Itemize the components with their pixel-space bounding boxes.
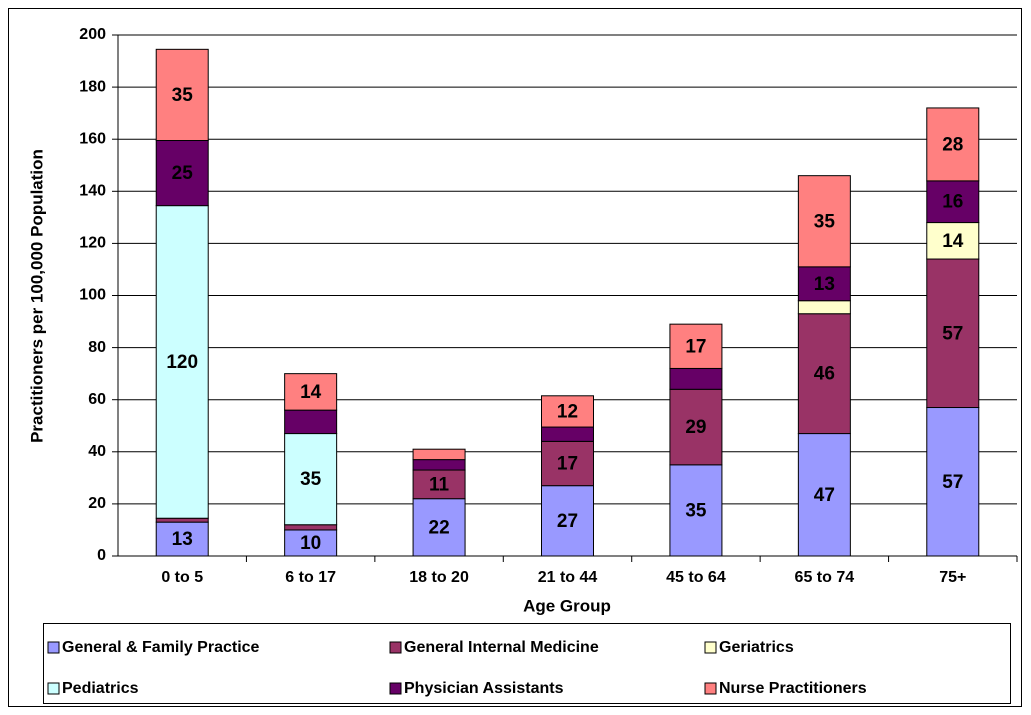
data-label: 14	[300, 382, 322, 403]
bar-segment	[541, 440, 594, 487]
y-tick-label: 200	[79, 26, 106, 43]
bar-segment	[797, 300, 851, 315]
y-tick-label: 80	[88, 339, 106, 356]
data-label: 13	[814, 274, 835, 295]
data-label: 57	[942, 472, 963, 493]
data-label: 13	[172, 529, 193, 550]
data-label: 57	[942, 323, 963, 344]
legend-label: Nurse Practitioners	[719, 680, 867, 697]
data-label: 47	[814, 485, 835, 506]
y-tick-label: 160	[79, 130, 106, 147]
bar-segment	[926, 222, 980, 260]
bar-segment	[541, 485, 594, 557]
bar-segment	[412, 448, 466, 461]
x-axis-title: Age Group	[523, 596, 611, 615]
bar-segment	[412, 469, 466, 500]
x-tick-label: 65 to 74	[795, 569, 855, 586]
legend-swatch	[389, 641, 402, 654]
bar-segment	[284, 524, 338, 531]
y-tick-label: 40	[88, 443, 106, 460]
bar-segment	[797, 433, 851, 557]
data-label: 14	[942, 231, 964, 252]
legend-label: Physician Assistants	[404, 680, 564, 697]
legend-label: Pediatrics	[62, 680, 139, 697]
legend-swatch	[389, 682, 402, 695]
data-label: 27	[557, 511, 578, 532]
y-tick-label: 0	[97, 547, 106, 564]
data-label: 120	[166, 352, 198, 373]
data-label: 12	[557, 401, 578, 422]
bar-segment	[541, 426, 594, 442]
bar-segment	[155, 205, 209, 519]
data-label: 10	[300, 533, 321, 554]
data-label: 35	[685, 500, 707, 521]
bar-segment	[284, 409, 338, 435]
y-tick-label: 60	[88, 391, 106, 408]
bar-segment	[284, 373, 338, 411]
data-label: 35	[300, 469, 322, 490]
legend-label: Geriatrics	[719, 639, 794, 656]
x-tick-label: 21 to 44	[538, 569, 598, 586]
y-tick-label: 140	[79, 183, 106, 200]
bar-segment	[797, 266, 851, 302]
x-tick-label: 45 to 64	[666, 569, 726, 586]
x-tick-label: 0 to 5	[161, 569, 203, 586]
bar-segment	[155, 48, 209, 142]
y-tick-label: 20	[88, 495, 106, 512]
data-label: 29	[685, 417, 706, 438]
y-tick-label: 180	[79, 78, 106, 95]
x-tick-label: 75+	[939, 569, 966, 586]
bar-segment	[155, 517, 209, 523]
data-label: 25	[172, 163, 194, 184]
x-tick-label: 18 to 20	[409, 569, 469, 586]
bar-segment	[926, 258, 980, 409]
bar-segment	[926, 407, 980, 557]
bar-segment	[797, 175, 851, 268]
bar-segment	[412, 498, 466, 557]
data-label: 28	[942, 134, 963, 155]
bar-segment	[926, 107, 980, 182]
data-label: 22	[429, 517, 450, 538]
data-label: 17	[685, 336, 706, 357]
data-label: 11	[429, 474, 450, 495]
legend-label: General & Family Practice	[62, 639, 260, 656]
x-tick-label: 6 to 17	[285, 569, 336, 586]
data-label: 35	[172, 85, 194, 106]
legend-swatch	[47, 641, 60, 654]
data-label: 35	[814, 211, 836, 232]
bar-segment	[669, 367, 723, 390]
bar-segment	[412, 459, 466, 471]
legend-swatch	[704, 641, 717, 654]
y-tick-label: 120	[79, 235, 106, 252]
legend-swatch	[47, 682, 60, 695]
bar-segment	[541, 395, 594, 428]
bar-segment	[155, 140, 209, 207]
bar-segment	[155, 521, 209, 557]
legend-swatch	[704, 682, 717, 695]
bar-segment	[284, 529, 338, 557]
bar-segment	[669, 323, 723, 369]
y-tick-label: 100	[79, 287, 106, 304]
data-label: 16	[942, 192, 963, 213]
legend-label: General Internal Medicine	[404, 639, 599, 656]
bar-segment	[926, 180, 980, 224]
data-label: 46	[814, 364, 835, 385]
bar-segment	[797, 313, 851, 435]
data-label: 17	[557, 454, 578, 475]
y-axis-title: Practitioners per 100,000 Population	[27, 149, 46, 443]
bar-segment	[669, 388, 723, 466]
legend-box	[43, 623, 1011, 704]
